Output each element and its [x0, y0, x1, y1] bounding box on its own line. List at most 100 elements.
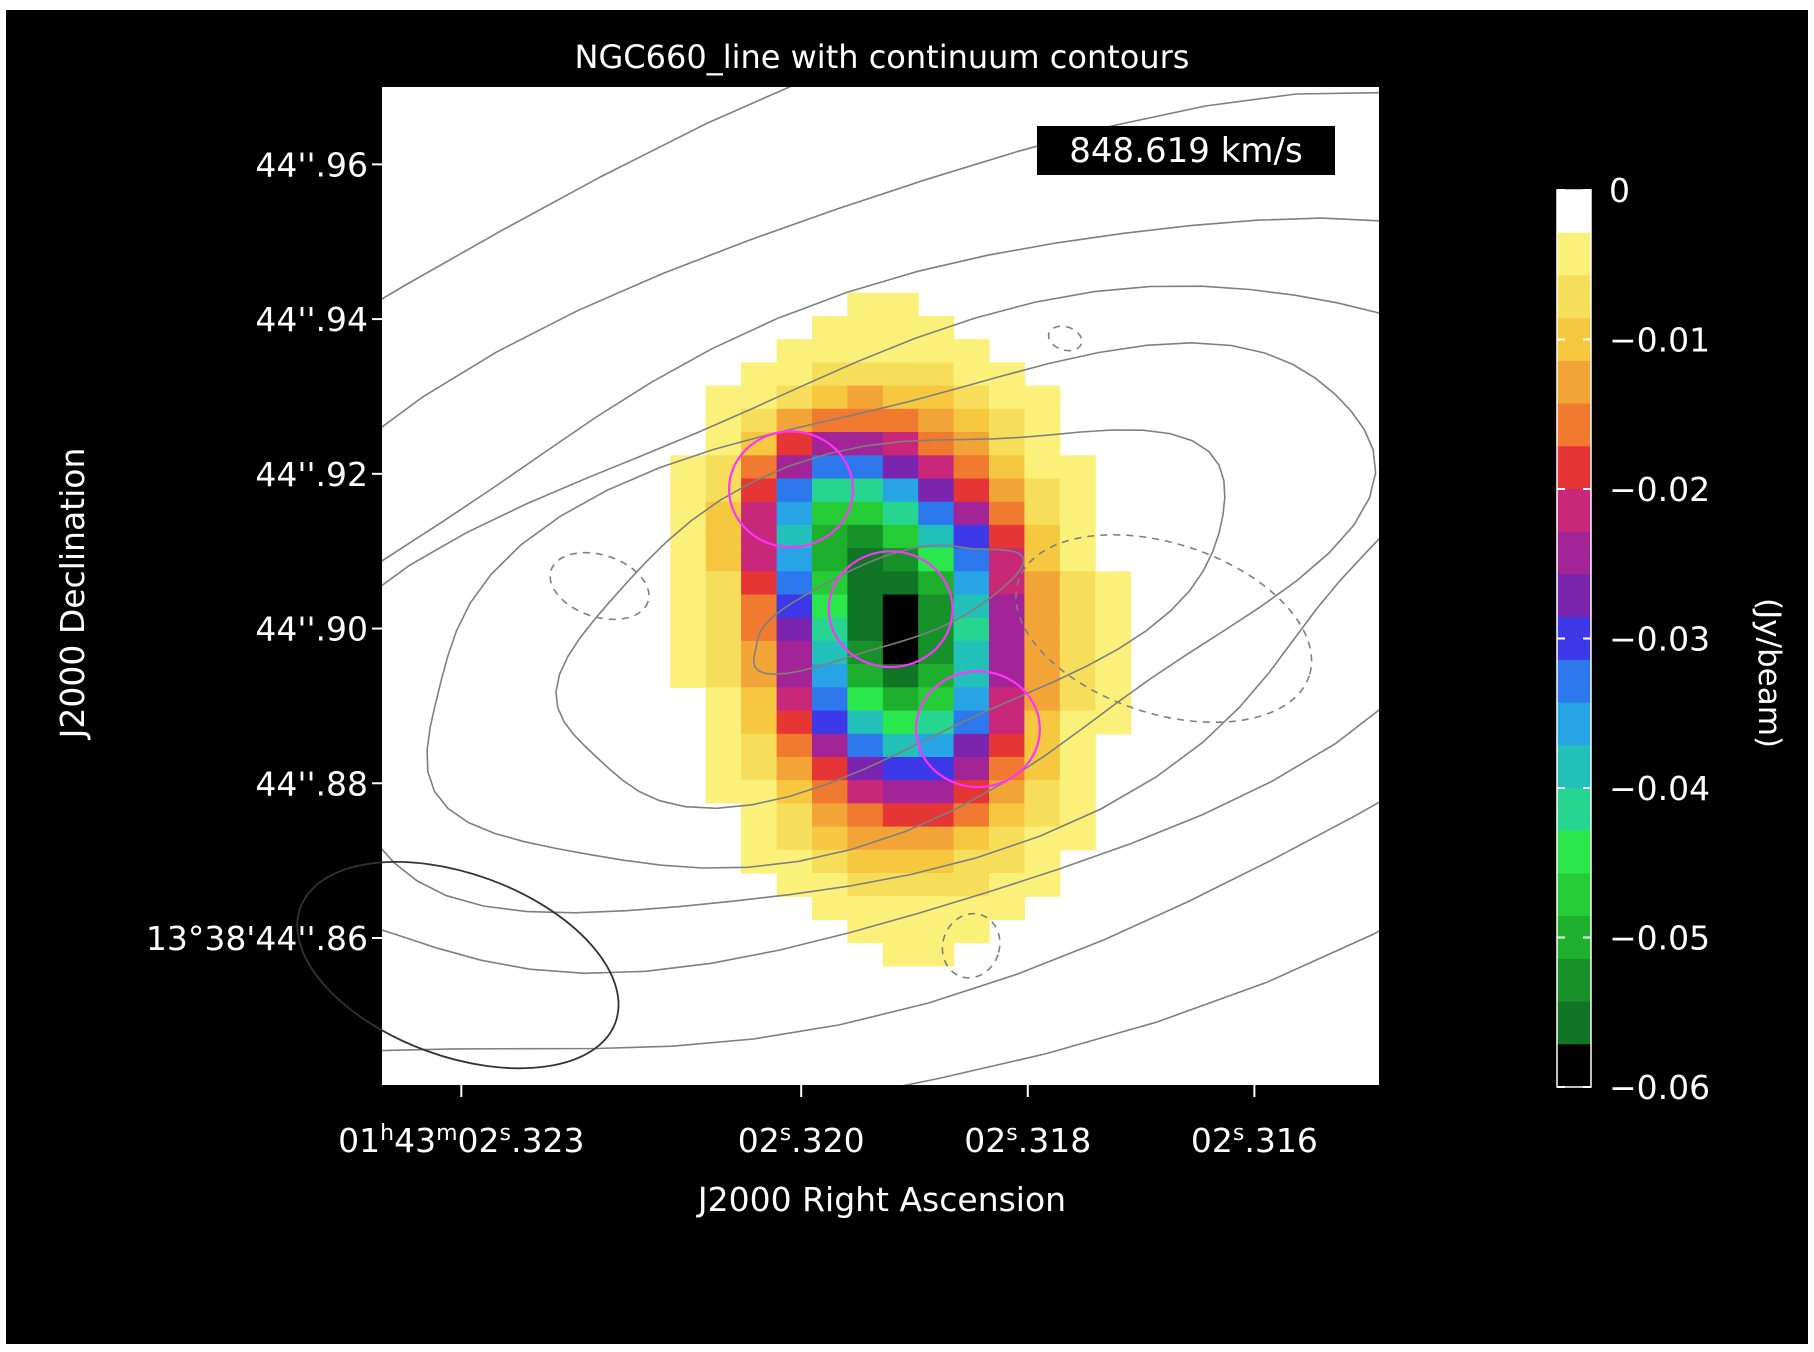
emission-pixel [882, 896, 919, 920]
contour-level [382, 217, 1379, 975]
emission-pixel [741, 455, 778, 480]
emission-pixel [741, 385, 778, 410]
emission-pixel [741, 826, 778, 851]
emission-pixel [705, 780, 742, 804]
y-tick-label: 44''.88 [255, 764, 368, 803]
emission-pixel [882, 524, 919, 549]
emission-pixel [918, 571, 955, 596]
emission-pixel [882, 571, 919, 596]
emission-pixel [1059, 710, 1096, 735]
contour-level [555, 429, 1226, 810]
emission-pixel [918, 548, 955, 572]
y-tick-label: 44''.90 [255, 610, 368, 649]
emission-pixel [741, 849, 778, 874]
colorbar-segment [1557, 1001, 1591, 1045]
emission-pixel [1059, 524, 1096, 549]
emission-pixel [1059, 478, 1096, 503]
emission-pixel [847, 432, 884, 456]
emission-pixel [918, 432, 955, 456]
emission-pixel [989, 524, 1025, 549]
emission-pixel [741, 408, 778, 433]
emission-pixel [989, 478, 1025, 503]
magenta-apertures [727, 430, 1041, 789]
emission-pixel [918, 455, 955, 480]
emission-pixel [882, 664, 919, 688]
emission-pixel [882, 478, 919, 503]
emission-pixel [989, 873, 1025, 897]
emission-pixel [989, 710, 1025, 735]
colorbar-tick-label: −0.03 [1609, 620, 1710, 659]
emission-pixel [882, 942, 919, 967]
emission-pixel [918, 362, 955, 387]
emission-pixel [953, 455, 990, 480]
colorbar-segment [1557, 403, 1591, 447]
emission-pixel [1024, 733, 1061, 758]
emission-pixel [953, 873, 990, 897]
emission-pixel [953, 826, 990, 851]
continuum-contours [382, 87, 1379, 1085]
emission-pixel [882, 385, 919, 410]
emission-pixel [1095, 664, 1132, 688]
emission-pixel [882, 432, 919, 456]
emission-pixel [812, 896, 848, 920]
emission-pixel [1095, 571, 1132, 596]
emission-pixel [741, 664, 778, 688]
plot-area: 848.619 km/s [296, 87, 1379, 1085]
emission-pixel [741, 757, 778, 781]
emission-pixel [741, 594, 778, 619]
emission-pixel [918, 757, 955, 781]
emission-pixel [918, 594, 955, 619]
emission-pixel [847, 385, 884, 410]
colorbar-segment [1557, 830, 1591, 874]
emission-pixel [705, 803, 742, 828]
emission-pixel [776, 803, 813, 828]
emission-pixel [1095, 710, 1132, 735]
emission-pixel [812, 664, 848, 688]
emission-pixel [776, 710, 813, 735]
emission-pixel [670, 478, 707, 503]
emission-pixel [1024, 408, 1061, 433]
y-tick-label: 44''.96 [255, 145, 368, 184]
emission-pixel [882, 501, 919, 526]
emission-pixel [918, 826, 955, 851]
emission-pixel [989, 896, 1025, 920]
emission-pixel [812, 594, 848, 619]
emission-pixel [918, 408, 955, 433]
emission-pixel [1059, 640, 1096, 665]
emission-pixel [1024, 478, 1061, 503]
emission-pixel [882, 873, 919, 897]
emission-pixel [847, 733, 884, 758]
emission-pixel [776, 780, 813, 804]
emission-pixel [918, 733, 955, 758]
emission-pixel [1095, 617, 1132, 642]
emission-pixel [882, 733, 919, 758]
emission-pixel [953, 733, 990, 758]
x-tick-label: 02s.318 [964, 1121, 1091, 1161]
emission-pixel [953, 478, 990, 503]
emission-pixel [776, 478, 813, 503]
velocity-label-box [1037, 126, 1335, 175]
emission-pixel [776, 385, 813, 410]
colorbar-segment [1557, 531, 1591, 575]
emission-pixel [918, 919, 955, 944]
emission-pixel [741, 478, 778, 503]
colorbar-segment [1557, 788, 1591, 832]
emission-pixel [847, 873, 884, 897]
emission-pixel [812, 524, 848, 549]
emission-pixel [847, 339, 884, 363]
emission-pixel [1024, 664, 1061, 688]
emission-pixel [847, 478, 884, 503]
emission-pixel [812, 757, 848, 781]
emission-pixel [1024, 710, 1061, 735]
emission-pixel [953, 710, 990, 735]
emission-pixel [705, 571, 742, 596]
emission-pixel [670, 548, 707, 572]
colorbar-tick-label: 0 [1609, 171, 1630, 210]
emission-pixel [1059, 571, 1096, 596]
emission-pixel [705, 710, 742, 735]
emission-pixel [847, 524, 884, 549]
emission-pixel [1024, 594, 1061, 619]
emission-pixel [812, 548, 848, 572]
emission-pixel [812, 617, 848, 642]
emission-pixel [812, 803, 848, 828]
